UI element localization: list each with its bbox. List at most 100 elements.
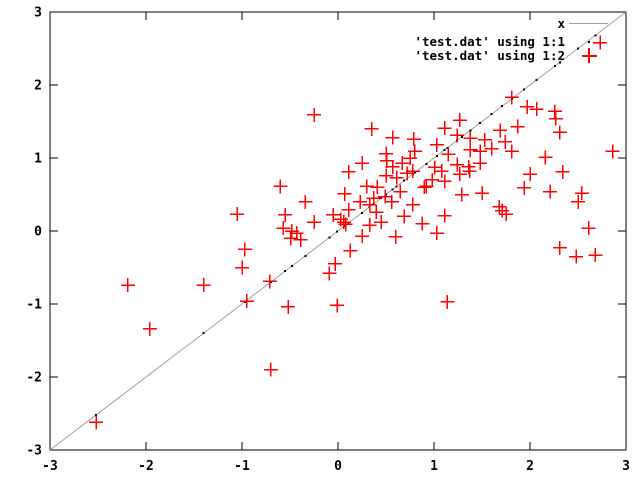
data-point (362, 197, 377, 212)
data-point (273, 179, 288, 194)
data-point (393, 184, 408, 199)
x-tick-label: 3 (622, 459, 630, 474)
data-point (605, 144, 620, 159)
data-point (552, 125, 567, 140)
dot-point (469, 129, 472, 132)
y-tick-label: -3 (26, 444, 42, 459)
data-point (330, 298, 345, 313)
data-point (484, 141, 499, 156)
x-tick-label: -3 (42, 459, 58, 474)
data-point (239, 294, 254, 309)
dot-point (361, 211, 363, 214)
data-point (283, 231, 298, 246)
dot-point (446, 146, 449, 149)
dot-point (395, 185, 398, 188)
data-point (434, 164, 449, 179)
data-point (499, 207, 513, 222)
data-point (406, 132, 421, 147)
y-tick-label: 1 (34, 152, 42, 167)
dot-point (594, 34, 597, 37)
dot-point (460, 135, 463, 138)
data-point (475, 186, 489, 201)
y-tick-label: 0 (34, 225, 42, 240)
data-point (237, 242, 252, 257)
data-point (463, 131, 478, 146)
data-point (495, 203, 510, 218)
data-point (450, 128, 465, 143)
dot-point (304, 254, 307, 257)
data-point (492, 199, 507, 214)
dot-point (380, 197, 383, 200)
dot-point (553, 65, 556, 68)
data-point (405, 197, 420, 212)
data-point (362, 218, 377, 233)
data-point (425, 172, 440, 187)
data-point (120, 278, 135, 293)
data-point (278, 207, 293, 222)
legend-label-x-function: x (557, 16, 565, 31)
data-point (276, 221, 291, 236)
data-point (370, 180, 385, 195)
data-point (517, 180, 532, 195)
data-point (355, 156, 369, 171)
data-point (343, 243, 358, 258)
data-point (441, 147, 456, 162)
legend-line-sample-icon (569, 23, 608, 24)
y-tick-label: 2 (34, 79, 42, 94)
data-point (440, 294, 455, 309)
data-point (473, 156, 488, 171)
data-point (341, 164, 356, 179)
data-point (454, 187, 469, 202)
data-point (437, 174, 452, 189)
dot-point (403, 179, 406, 182)
y-tick-label: -2 (26, 371, 42, 386)
data-point (293, 232, 308, 247)
data-point (450, 157, 465, 172)
data-point (543, 184, 558, 199)
x-tick-label: 1 (430, 459, 438, 474)
data-point (574, 186, 589, 201)
data-point (338, 217, 353, 232)
data-point (593, 35, 608, 50)
dot-point (202, 332, 205, 335)
data-point (307, 215, 321, 230)
data-point (403, 151, 417, 165)
data-point (366, 191, 381, 206)
data-point (336, 215, 351, 230)
dot-point (290, 265, 293, 268)
dot-point (95, 413, 98, 416)
data-point (307, 107, 321, 122)
data-point (429, 137, 444, 152)
data-point (374, 215, 389, 230)
data-point (463, 142, 478, 157)
data-point (379, 146, 393, 161)
data-point (397, 209, 412, 224)
data-point (427, 160, 442, 175)
x-tick-label: -1 (234, 459, 250, 474)
dot-point (577, 47, 579, 50)
data-point (196, 278, 211, 293)
data-point (510, 119, 525, 134)
data-point (364, 121, 379, 136)
dot-point (479, 121, 482, 124)
data-point (385, 130, 400, 145)
data-point (520, 99, 535, 114)
data-point (504, 90, 519, 105)
data-point (477, 132, 492, 147)
data-point (504, 144, 519, 159)
data-point (498, 134, 513, 149)
y-tick-label: 3 (34, 6, 42, 21)
data-point (437, 121, 452, 136)
data-point (548, 111, 563, 126)
data-point (281, 299, 296, 314)
data-point (462, 164, 477, 179)
data-point (337, 186, 352, 201)
data-point (384, 194, 399, 209)
data-point (452, 167, 467, 182)
data-point (569, 249, 584, 264)
data-point (555, 164, 570, 179)
data-point (353, 194, 368, 209)
data-point (235, 260, 249, 275)
data-point (355, 229, 369, 244)
